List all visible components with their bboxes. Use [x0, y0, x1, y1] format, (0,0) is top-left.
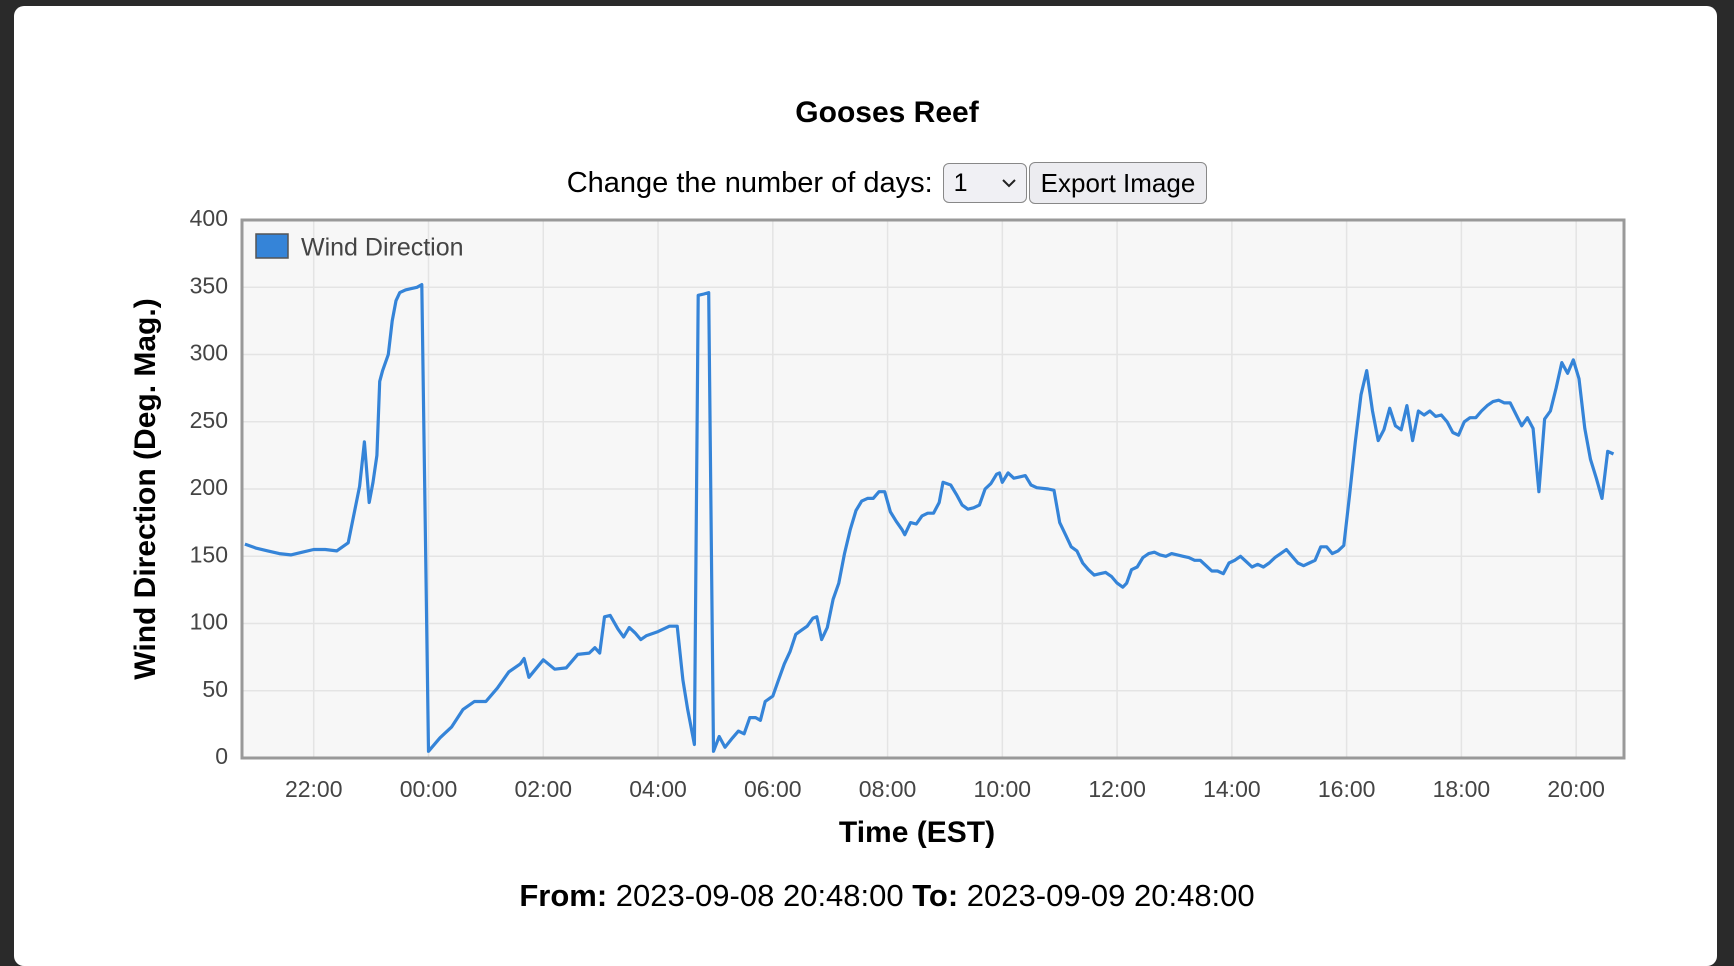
x-tick-label: 04:00 [629, 776, 687, 802]
from-date: 2023-09-08 20:48:00 [615, 878, 904, 913]
x-tick-label: 00:00 [400, 776, 458, 802]
days-option: 1 [953, 168, 968, 197]
x-axis-label: Time (EST) [839, 816, 995, 849]
from-label: From: [519, 878, 608, 913]
y-tick-label: 150 [190, 541, 228, 567]
y-tick-label: 200 [190, 474, 228, 500]
days-label: Change the number of days: [566, 166, 933, 199]
export-button[interactable]: Export Image [1028, 162, 1208, 204]
controls: Change the number of days: 1 Export Imag… [0, 162, 1734, 204]
x-tick-label: 18:00 [1433, 776, 1491, 802]
x-tick-label: 08:00 [859, 776, 917, 802]
x-tick-label: 10:00 [974, 776, 1032, 802]
y-tick-label: 50 [202, 676, 228, 702]
x-tick-label: 14:00 [1203, 776, 1261, 802]
data-line [244, 283, 1615, 753]
legend-swatch [255, 233, 289, 259]
y-tick-label: 0 [215, 743, 228, 769]
plot-border [240, 218, 1626, 760]
y-tick-label: 300 [190, 340, 228, 366]
chart-title: Gooses Reef [795, 96, 979, 129]
x-tick-label: 20:00 [1547, 776, 1605, 802]
to-label: To: [912, 878, 959, 913]
y-tick-label: 250 [190, 407, 228, 433]
days-select[interactable]: 1 [942, 163, 1027, 203]
y-axis-label: Wind Direction (Deg. Mag.) [129, 298, 162, 679]
x-tick-label: 22:00 [285, 776, 343, 802]
to-date: 2023-09-09 20:48:00 [966, 878, 1255, 913]
y-tick-label: 100 [190, 609, 228, 635]
date-range: From: 2023-09-08 20:48:00 To: 2023-09-09… [0, 878, 1734, 914]
x-tick-label: 16:00 [1318, 776, 1376, 802]
dropdown-arrow [1001, 179, 1016, 188]
y-tick-label: 400 [190, 205, 228, 231]
x-tick-label: 06:00 [744, 776, 802, 802]
y-tick-label: 350 [190, 272, 228, 298]
export-button-label: Export Image [1040, 167, 1196, 198]
x-tick-label: 12:00 [1088, 776, 1146, 802]
legend-label: Wind Direction [301, 234, 464, 262]
x-tick-label: 02:00 [514, 776, 572, 802]
